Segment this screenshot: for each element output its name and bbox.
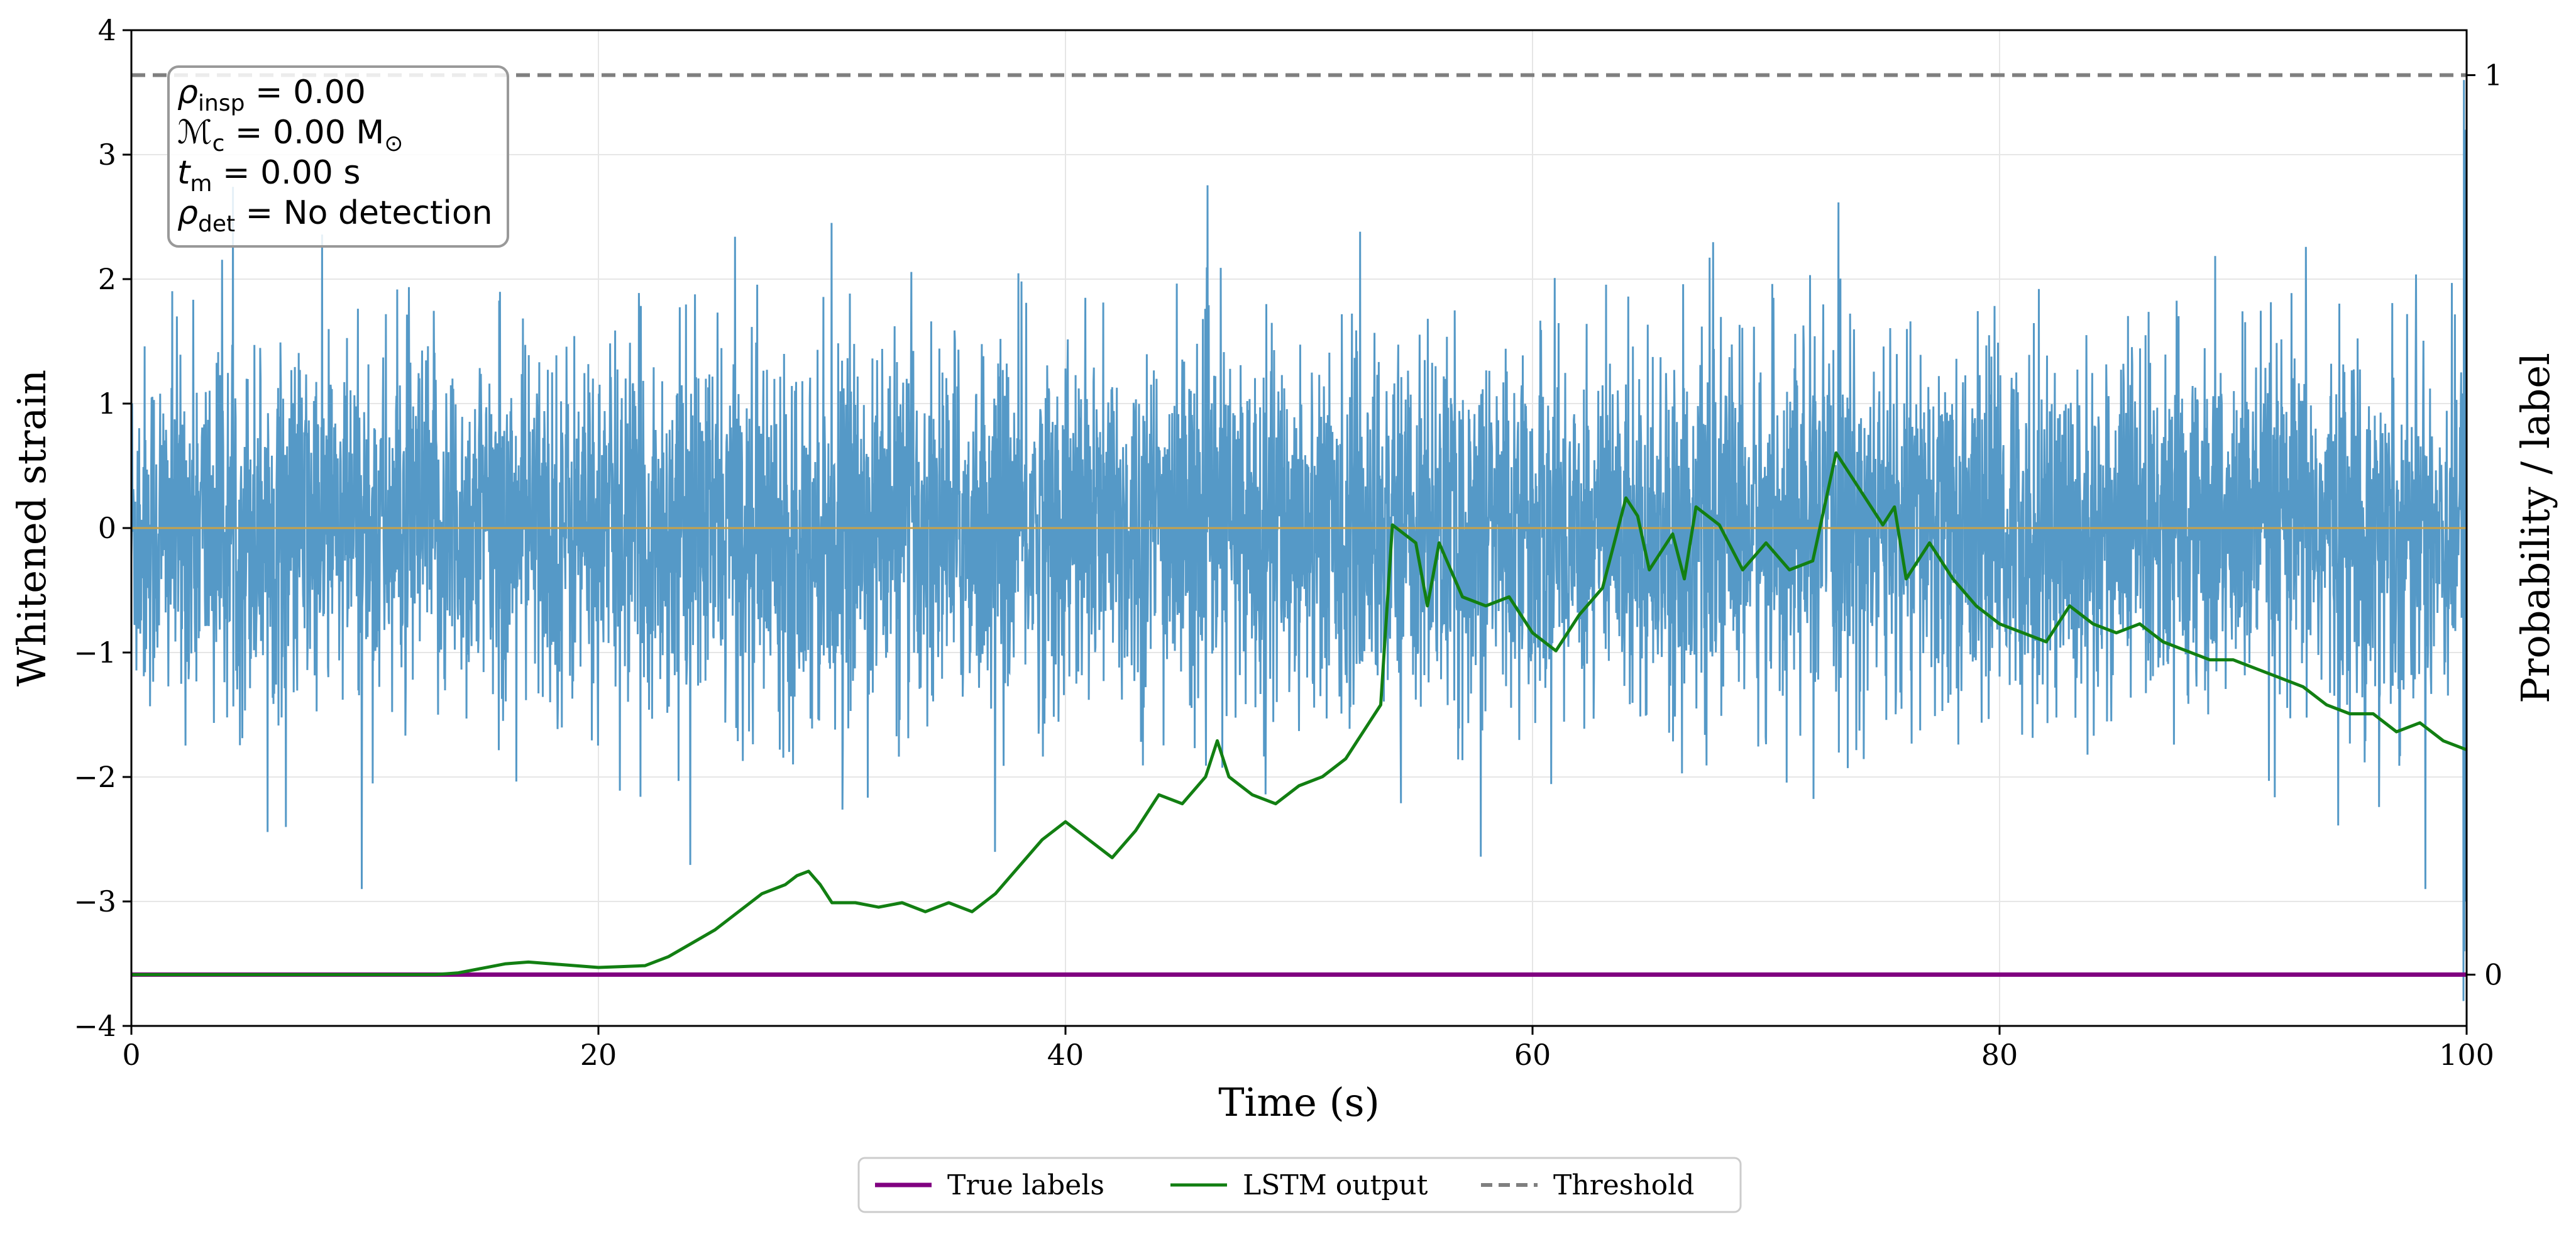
y-tick-label: −4: [74, 1009, 116, 1043]
y-tick-label: 2: [98, 262, 116, 296]
lstm-output-line: [131, 451, 2467, 976]
y-tick-label: 0: [98, 511, 116, 545]
series-lines: [131, 73, 2467, 977]
x-tick-label: 40: [1047, 1038, 1084, 1072]
y-tick-label: −2: [74, 760, 116, 794]
annotation-frame: [167, 65, 509, 248]
y-right-tick-label: 0: [2484, 957, 2502, 991]
y-tick-label: −1: [74, 636, 116, 669]
annotation-row: tm = 0.00 s: [177, 154, 361, 197]
legend-label: True labels: [947, 1169, 1104, 1201]
y-tick-label: 4: [98, 13, 116, 47]
legend-label: LSTM output: [1243, 1169, 1428, 1201]
annotation-row: ℳc = 0.00 M⊙: [177, 114, 403, 157]
strain-noise-series: [130, 80, 2468, 1001]
legend: True labels LSTM output Threshold: [857, 1157, 1742, 1213]
legend-frame: [857, 1157, 1742, 1213]
y-axis-right-label: Probability / label: [2513, 353, 2558, 703]
annotation-row: ρinsp = 0.00: [177, 74, 366, 116]
x-tick-label: 0: [122, 1038, 140, 1072]
x-tick-label: 60: [1514, 1038, 1551, 1072]
strain-noise-line: [130, 80, 2468, 1001]
y-tick-label: 3: [98, 138, 116, 172]
x-tick-label: 100: [2439, 1038, 2494, 1072]
annotation-row: ρdet = No detection: [177, 194, 493, 237]
x-tick-label: 80: [1981, 1038, 2018, 1072]
x-tick-label: 20: [580, 1038, 617, 1072]
legend-label: Threshold: [1553, 1169, 1694, 1201]
y-tick-label: 1: [98, 387, 116, 421]
y-tick-label: −3: [74, 884, 116, 918]
y-right-tick-label: 1: [2484, 58, 2502, 92]
x-axis-label: Time (s): [1218, 1079, 1380, 1125]
y-axis-label: Whitened strain: [9, 370, 55, 686]
